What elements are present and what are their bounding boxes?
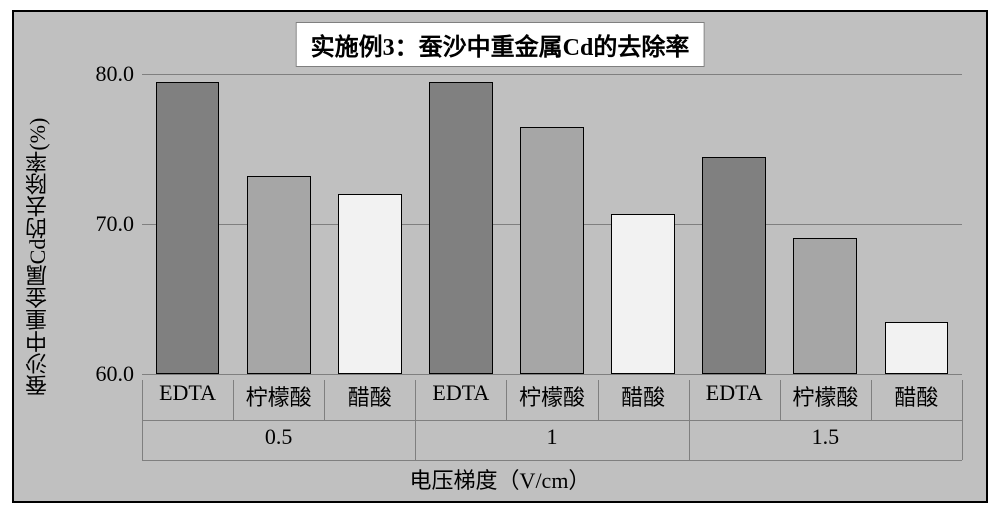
y-tick-label: 60.0 [96,361,135,387]
category-label: 醋酸 [348,380,392,412]
chart-container: 实施例3：蚕沙中重金属Cd的去除率 蚕沙中重金属Cd的去除率(%) 电压梯度（V… [12,10,988,503]
category-separator [233,380,234,420]
category-separator [871,380,872,420]
category-label: 柠檬酸 [519,380,585,412]
row-edge [962,380,963,420]
category-separator [689,380,690,420]
group-row-border-bottom [142,460,962,461]
group-label: 0.5 [265,424,293,450]
chart-title: 实施例3：蚕沙中重金属Cd的去除率 [296,22,705,67]
bar [702,157,766,375]
row-edge [962,420,963,460]
category-label: 醋酸 [894,380,938,412]
category-separator [506,380,507,420]
y-tick-label: 80.0 [96,61,135,87]
y-tick-label: 70.0 [96,211,135,237]
category-labels-row: EDTA 柠檬酸 醋酸 EDTA 柠檬酸 醋酸 EDTA 柠檬酸 醋酸 [142,380,962,420]
gridline [142,74,962,75]
x-axis-label: 电压梯度（V/cm） [410,463,591,495]
bar [520,127,584,375]
bar [156,82,220,375]
group-separator [689,420,690,460]
category-separator [324,380,325,420]
category-separator [780,380,781,420]
bar [611,214,675,375]
plot-area: 60.070.080.0 [142,74,962,374]
category-label: 醋酸 [621,380,665,412]
bar [885,322,949,375]
bar [793,238,857,375]
group-label: 1.5 [812,424,840,450]
group-labels-row: 0.5 1 1.5 [142,420,962,460]
bar [338,194,402,374]
category-label: 柠檬酸 [246,380,312,412]
y-axis-label: 蚕沙中重金属Cd的去除率(%) [22,117,54,396]
row-edge [142,420,143,460]
category-label: 柠檬酸 [792,380,858,412]
group-separator [415,420,416,460]
category-separator [415,380,416,420]
row-edge [142,380,143,420]
category-label: EDTA [432,380,489,406]
group-label: 1 [547,424,558,450]
category-label: EDTA [706,380,763,406]
bar [247,176,311,374]
category-row-border-top [142,374,962,375]
category-label: EDTA [159,380,216,406]
category-separator [598,380,599,420]
bar [429,82,493,375]
